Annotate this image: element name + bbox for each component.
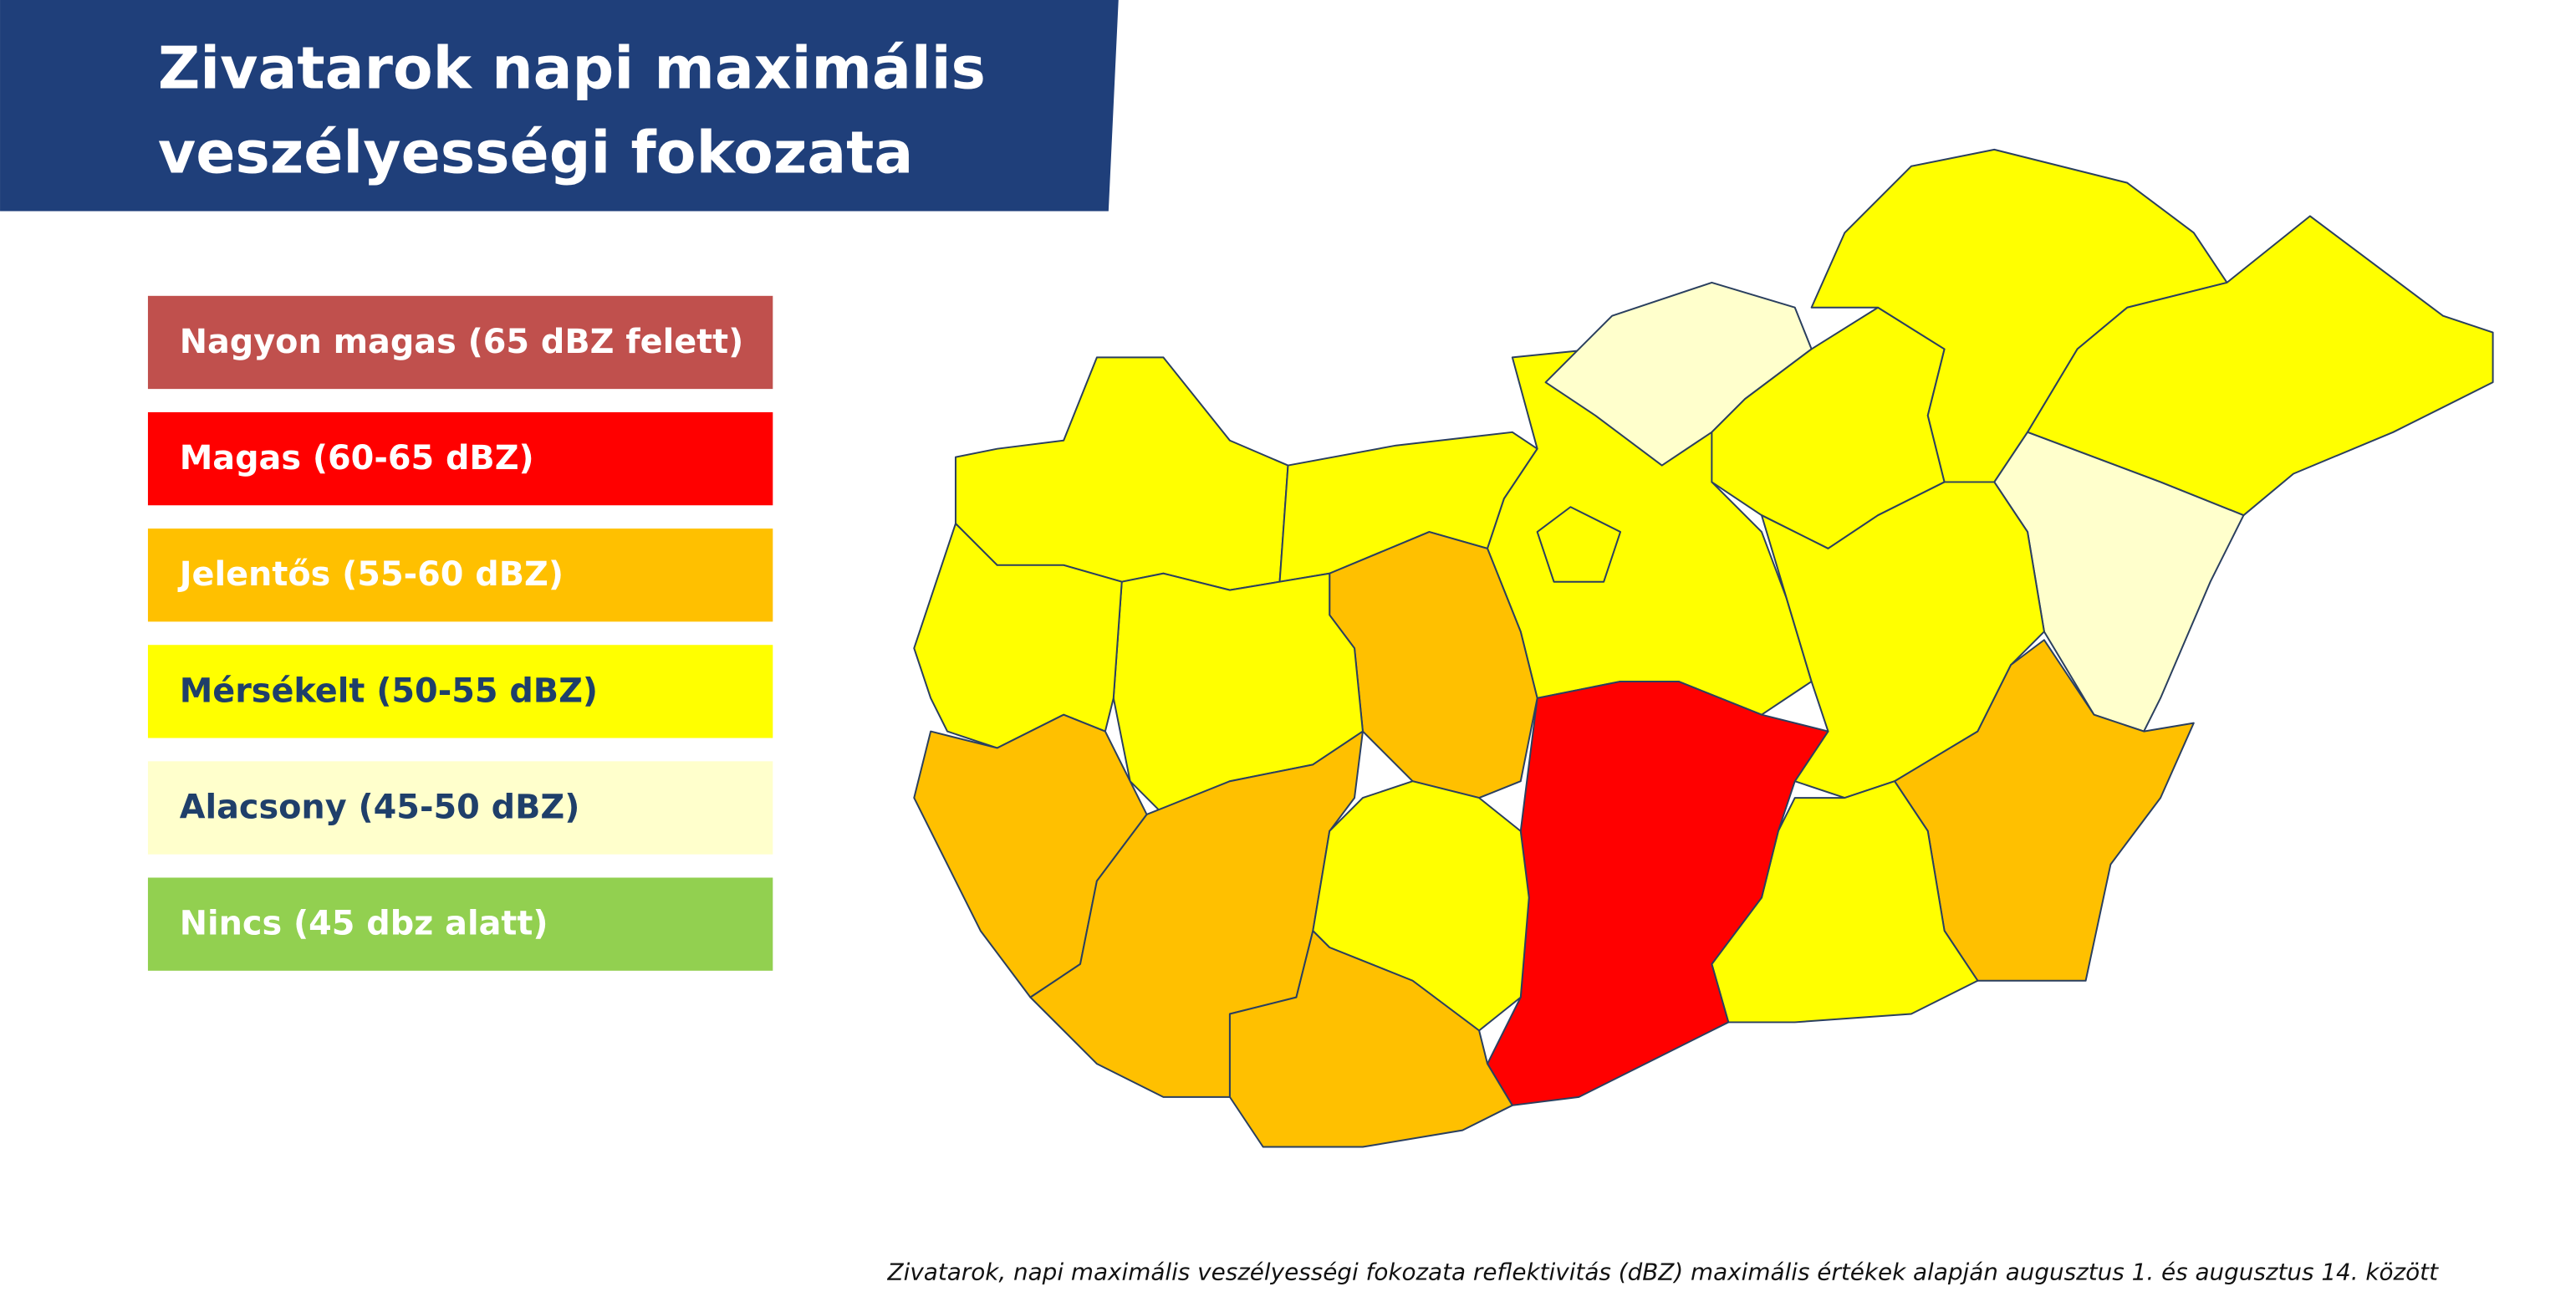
legend-label: Magas (60-65 dBZ) xyxy=(180,439,534,477)
legend-swatch xyxy=(147,645,773,738)
legend-label: Alacsony (45-50 dBZ) xyxy=(180,789,580,827)
legend-label: Jelentős (55-60 dBZ) xyxy=(177,555,564,594)
legend-swatch xyxy=(147,295,773,390)
footnote: Zivatarok, napi maximális veszélyességi … xyxy=(887,1259,2440,1286)
legend-label: Nincs (45 dbz alatt) xyxy=(180,905,548,943)
title-banner xyxy=(0,0,1119,212)
legend: Nagyon magas (65 dBZ felett) Magas (60-65… xyxy=(147,295,773,971)
county xyxy=(1112,572,1364,815)
county xyxy=(954,356,1289,591)
legend-label: Mérsékelt (50-55 dBZ) xyxy=(180,671,598,710)
title-line: Zivatarok napi maximális xyxy=(158,34,986,102)
title-line: veszélyességi fokozata xyxy=(158,120,913,187)
legend-swatch xyxy=(147,411,773,506)
legend-label: Nagyon magas (65 dBZ felett) xyxy=(180,323,744,361)
legend-swatch xyxy=(147,761,773,855)
legend-swatch xyxy=(147,877,773,971)
county xyxy=(1228,930,1513,1148)
legend-swatch xyxy=(147,529,773,622)
map xyxy=(913,148,2494,1148)
county xyxy=(1536,506,1622,583)
